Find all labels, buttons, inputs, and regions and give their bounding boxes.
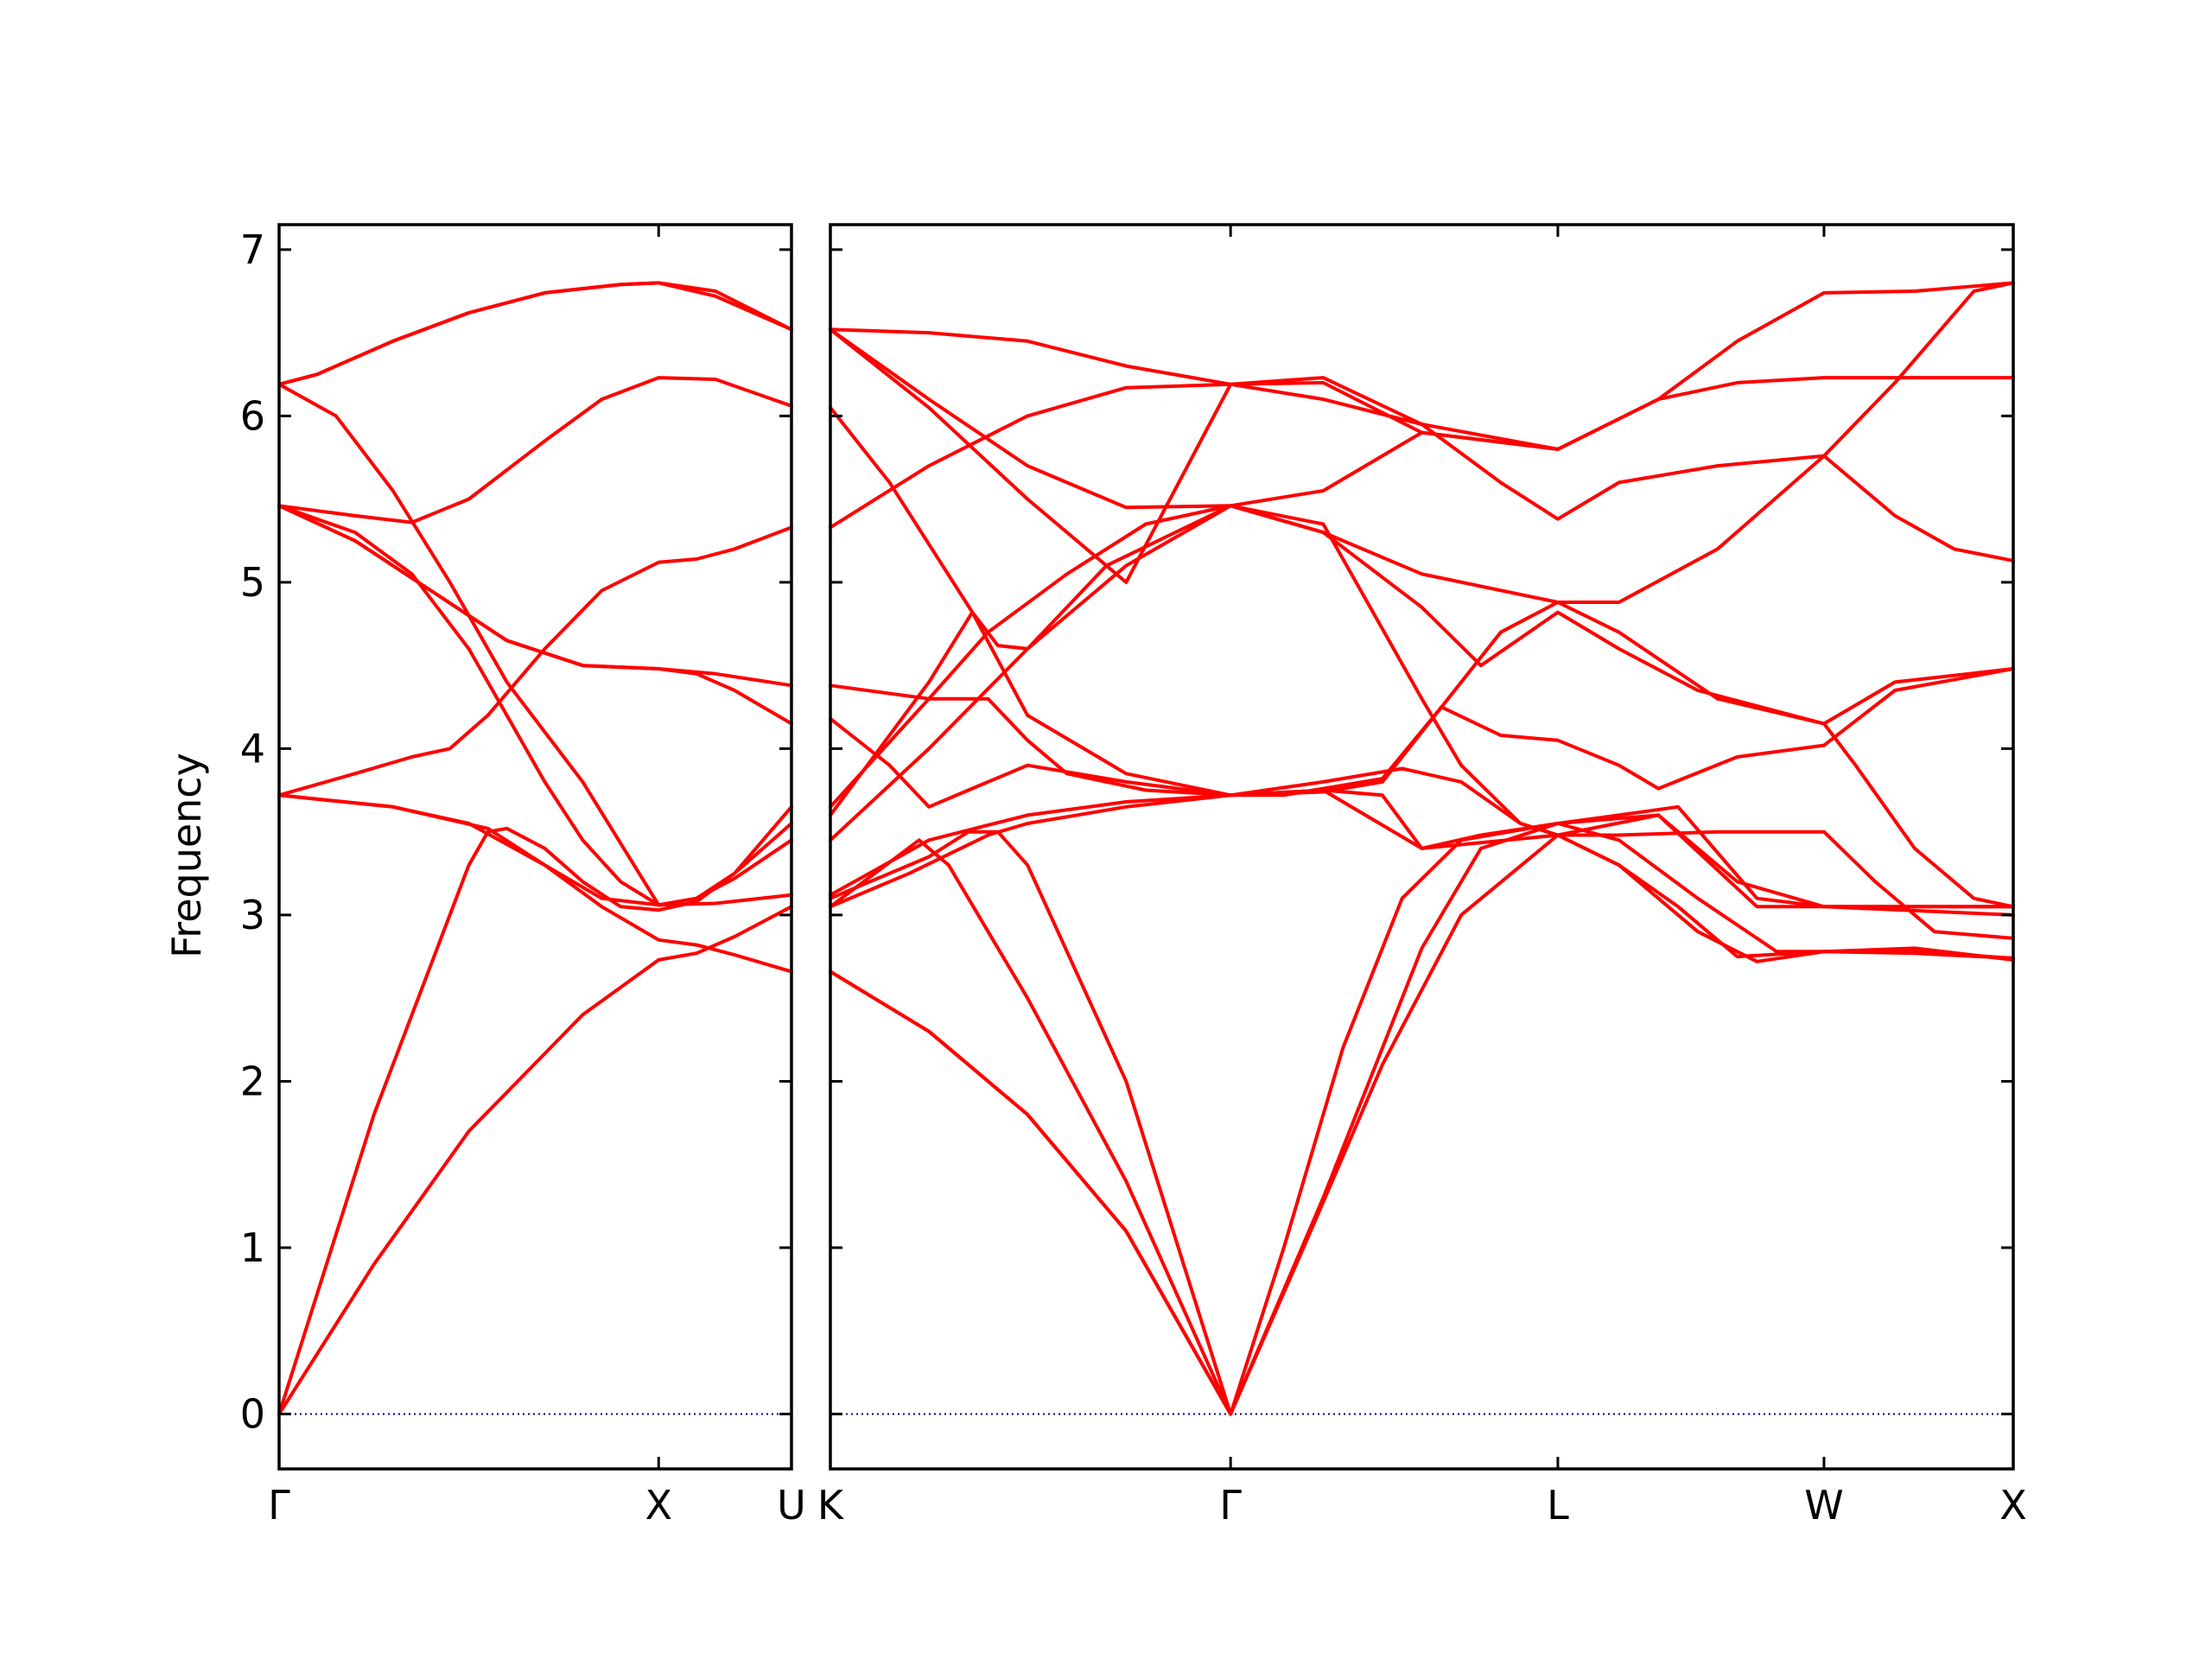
band-right-17 xyxy=(1229,833,2015,1416)
band-right-9 xyxy=(829,504,2015,962)
band-left-10 xyxy=(277,281,793,386)
band-right-15 xyxy=(829,788,2015,909)
y-tick-label: 6 xyxy=(240,392,265,439)
band-left-9 xyxy=(277,382,793,907)
y-tick-label: 0 xyxy=(240,1390,265,1437)
band-right-11 xyxy=(829,281,2015,530)
band-right-16 xyxy=(829,822,2015,1416)
x-tick-label-right: W xyxy=(1804,1482,1843,1529)
y-tick-label: 7 xyxy=(240,226,265,273)
panel-frame-left xyxy=(277,223,793,1471)
y-tick-label: 1 xyxy=(240,1224,265,1271)
band-left-2 xyxy=(277,905,793,1416)
band-left-12 xyxy=(277,504,793,726)
band-right-14 xyxy=(829,327,1560,584)
x-tick-label-left: Γ xyxy=(268,1482,290,1529)
x-tick-label-left: U xyxy=(777,1482,806,1529)
y-axis-title: Frequency xyxy=(163,753,210,958)
y-tick-label: 3 xyxy=(240,892,265,938)
band-right-12 xyxy=(829,281,2015,521)
band-right-6 xyxy=(829,601,2015,909)
band-right-10 xyxy=(829,405,2015,909)
band-left-4 xyxy=(277,793,793,907)
y-tick-label: 4 xyxy=(240,725,265,772)
band-right-2 xyxy=(829,838,1233,1416)
x-tick-label-right: X xyxy=(1999,1482,2027,1529)
band-right-3 xyxy=(829,830,1233,1416)
panel-left: 0 1 2 3 4 5 6 7 Γ X U xyxy=(240,223,806,1529)
band-right-4 xyxy=(829,766,2015,940)
x-tick-label-right: K xyxy=(817,1482,845,1529)
band-left-1 xyxy=(277,804,793,1416)
panel-frame-right xyxy=(829,223,2015,1471)
band-right-18 xyxy=(1229,804,2015,1416)
x-tick-label-right: Γ xyxy=(1219,1482,1242,1529)
x-tick-label-right: L xyxy=(1547,1482,1569,1529)
band-left-5 xyxy=(277,525,793,798)
band-right-7 xyxy=(829,504,2015,809)
band-right-8 xyxy=(829,454,2015,842)
y-tick-label: 5 xyxy=(240,559,265,606)
band-right-1 xyxy=(829,969,1233,1416)
band-left-11 xyxy=(277,281,793,386)
x-tick-label-left: X xyxy=(645,1482,673,1529)
band-left-8 xyxy=(277,376,793,524)
y-tick-label: 2 xyxy=(240,1058,265,1104)
